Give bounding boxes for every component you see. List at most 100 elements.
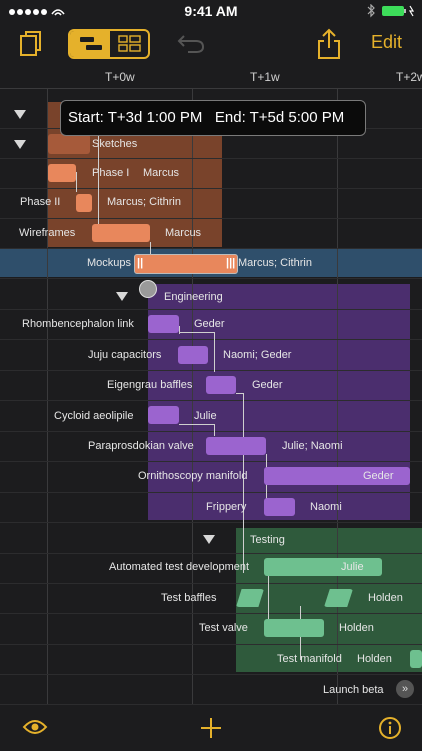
grid-line [337, 88, 338, 704]
task-bar-cycloid[interactable] [148, 406, 179, 424]
task-bar-ornithoscopy[interactable] [264, 467, 410, 485]
assignee-label: Naomi; Geder [223, 349, 292, 361]
task-bar-eigengrau[interactable] [206, 376, 236, 394]
assignee-label: Geder [194, 318, 225, 330]
task-label[interactable]: Automated test development [109, 561, 250, 573]
status-bar: 9:41 AM [0, 0, 422, 22]
scroll-to-milestone-icon[interactable]: » [396, 680, 414, 698]
row-divider [0, 248, 422, 249]
task-label[interactable]: Test valve [199, 622, 248, 634]
dependency-line [179, 332, 214, 333]
task-bar-test-baffles-1[interactable] [236, 589, 264, 607]
task-label[interactable]: Mockups [87, 257, 132, 269]
task-bar-rhombencephalon[interactable] [148, 315, 179, 333]
task-label[interactable]: Phase I [92, 167, 130, 179]
task-bar-wireframes[interactable] [92, 224, 150, 242]
task-label[interactable]: Frippery [206, 501, 247, 513]
add-icon[interactable] [199, 716, 223, 740]
row-divider [0, 339, 422, 340]
dependency-line [150, 242, 151, 256]
outline-view-button[interactable] [110, 31, 148, 57]
task-bar-automated[interactable] [264, 558, 382, 576]
row-divider [0, 583, 422, 584]
edit-button[interactable]: Edit [370, 32, 402, 52]
assignee-label: Marcus [143, 167, 180, 179]
row-divider [0, 553, 422, 554]
collapse-triangle-icon[interactable] [14, 140, 26, 149]
assignee-label: Holden [339, 622, 374, 634]
task-label[interactable]: Test manifold [277, 653, 342, 665]
row-divider [0, 370, 422, 371]
tick-label: T+2w [396, 70, 422, 84]
undo-icon[interactable] [176, 32, 206, 54]
connection-handle[interactable] [139, 280, 157, 298]
task-label[interactable]: Paraprosdokian valve [88, 440, 194, 452]
info-icon[interactable] [378, 716, 402, 740]
group-label-engineering[interactable]: Engineering [164, 291, 223, 303]
row-divider [0, 492, 422, 493]
dependency-line [236, 393, 244, 394]
view-mode-toggle[interactable] [68, 29, 150, 59]
assignee-label: Julie; Naomi [282, 440, 343, 452]
assignee-label: Julie [194, 410, 217, 422]
task-label[interactable]: Test baffles [161, 592, 217, 604]
share-icon[interactable] [316, 28, 342, 60]
dependency-line [179, 326, 180, 334]
task-bar-phase-2[interactable] [76, 194, 92, 212]
assignee-label: Naomi [310, 501, 342, 513]
milestone-label[interactable]: Launch beta [323, 684, 384, 696]
row-divider [0, 278, 422, 279]
task-label[interactable]: Juju capacitors [88, 349, 162, 361]
row-divider [0, 431, 422, 432]
dependency-line [266, 454, 267, 468]
assignee-label: Geder [363, 470, 394, 482]
task-label[interactable]: Cycloid aeolipile [54, 410, 134, 422]
signal-icon [9, 9, 65, 16]
status-time: 9:41 AM [184, 3, 238, 19]
documents-icon[interactable] [18, 30, 44, 58]
task-bar-phase-1[interactable] [48, 164, 76, 182]
task-label[interactable]: Eigengrau baffles [107, 379, 193, 391]
drag-handle-left[interactable]: || [137, 257, 144, 269]
gantt-view-button[interactable] [70, 31, 110, 57]
task-bar-paraprosdokian[interactable] [206, 437, 266, 455]
row-divider [0, 309, 422, 310]
gantt-icon [80, 37, 102, 50]
task-bar-test-valve[interactable] [264, 619, 324, 637]
task-label[interactable]: Wireframes [19, 227, 76, 239]
dependency-line [76, 172, 77, 192]
task-bar-test-manifold[interactable] [410, 650, 422, 668]
dependency-line [268, 574, 269, 624]
collapse-triangle-icon[interactable] [203, 535, 215, 544]
task-label[interactable]: Rhombencephalon link [22, 318, 134, 330]
sketches-summary-bar[interactable] [48, 134, 90, 154]
dependency-line [214, 332, 215, 372]
collapse-triangle-icon[interactable] [14, 110, 26, 119]
group-label-sketches[interactable]: Sketches [92, 138, 138, 150]
eye-icon[interactable] [22, 718, 48, 736]
task-bar-test-baffles-2[interactable] [324, 589, 353, 607]
task-bar-frippery[interactable] [264, 498, 295, 516]
outline-icon [118, 35, 141, 52]
row-divider [0, 522, 422, 523]
task-label[interactable]: Phase II [20, 196, 61, 208]
dependency-line [266, 484, 267, 500]
task-bar-mockups-selected[interactable] [134, 254, 238, 274]
task-label[interactable]: Ornithoscopy manifold [138, 470, 248, 482]
assignee-label: Geder [252, 379, 283, 391]
assignee-label: Marcus [165, 227, 202, 239]
assignee-label: Marcus; Cithrin [238, 257, 312, 269]
row-divider [0, 674, 422, 675]
assignee-label: Julie [341, 561, 364, 573]
drag-handle-right[interactable]: ||| [226, 257, 236, 269]
group-label-testing[interactable]: Testing [250, 534, 285, 546]
collapse-triangle-icon[interactable] [116, 292, 128, 301]
bottom-toolbar [0, 704, 422, 751]
row-divider [0, 613, 422, 614]
grid-line [47, 88, 48, 704]
dependency-line [179, 424, 214, 425]
task-bar-juju[interactable] [178, 346, 208, 364]
row-divider [0, 400, 422, 401]
tooltip-text: Start: T+3d 1:00 PM End: T+5d 5:00 PM [68, 109, 345, 126]
grid-line [192, 88, 193, 704]
